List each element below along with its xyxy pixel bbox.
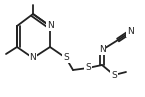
Text: S: S bbox=[111, 71, 117, 80]
Text: S: S bbox=[85, 64, 91, 72]
Text: S: S bbox=[63, 54, 69, 62]
Text: N: N bbox=[47, 22, 53, 30]
Text: N: N bbox=[30, 54, 36, 62]
Text: N: N bbox=[127, 28, 133, 36]
Text: N: N bbox=[99, 45, 105, 55]
